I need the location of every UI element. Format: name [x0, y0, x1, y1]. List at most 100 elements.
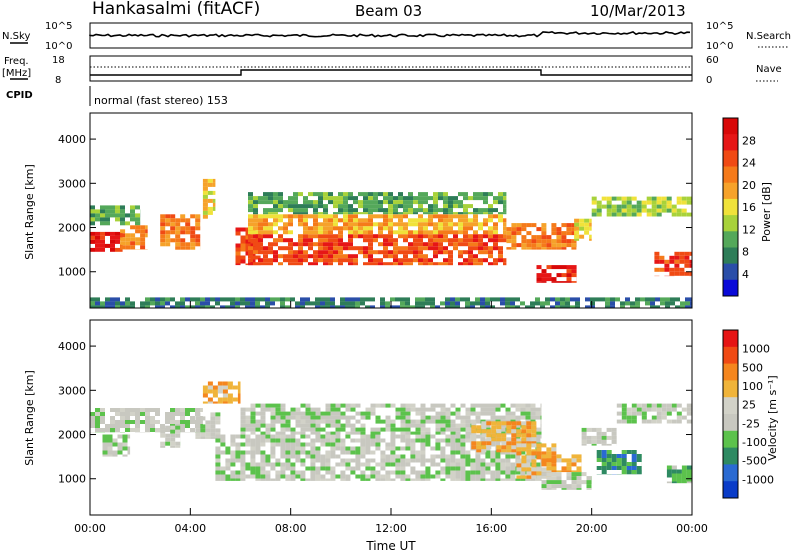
heatmap-cell	[676, 481, 682, 484]
heatmap-cell	[170, 305, 175, 308]
heatmap-cell	[212, 182, 216, 187]
power-heatmap	[90, 178, 692, 308]
heatmap-cell	[616, 208, 622, 213]
heatmap-cell	[140, 245, 146, 250]
heatmap-cell	[195, 234, 201, 239]
heatmap-cell	[636, 403, 642, 408]
heatmap-cell	[135, 221, 140, 226]
heatmap-cell	[355, 450, 361, 455]
heatmap-cell	[237, 381, 241, 386]
heatmap-cell	[353, 246, 358, 251]
heatmap-cell	[626, 212, 632, 217]
heatmap-cell	[418, 234, 423, 239]
heatmap-cell	[310, 454, 316, 459]
heatmap-cell	[651, 419, 657, 424]
heatmap-cell	[428, 212, 433, 215]
freq-unit-label: [MHz]	[2, 68, 31, 79]
heatmap-cell	[255, 427, 261, 432]
heatmap-cell	[486, 445, 492, 450]
heatmap-cell	[278, 254, 283, 259]
heatmap-cell	[260, 407, 266, 412]
heatmap-cell	[455, 462, 461, 467]
heatmap-cell	[310, 423, 316, 428]
heatmap-cell	[115, 420, 120, 424]
heatmap-cell	[363, 192, 368, 197]
heatmap-cell	[425, 431, 431, 435]
heatmap-cell	[438, 246, 443, 251]
heatmap-cell	[105, 209, 110, 214]
heatmap-cell	[515, 423, 521, 428]
heatmap-cell	[375, 431, 381, 435]
heatmap-cell	[576, 454, 582, 459]
heatmap-cell	[428, 242, 433, 247]
heatmap-cell	[536, 265, 542, 270]
heatmap-cell	[202, 389, 208, 394]
heatmap-cell	[220, 305, 225, 308]
heatmap-cell	[190, 297, 195, 302]
heatmap-cell	[651, 208, 657, 213]
heatmap-cell	[180, 301, 185, 306]
heatmap-cell	[453, 222, 458, 227]
heatmap-cell	[478, 196, 483, 201]
heatmap-cell	[212, 178, 216, 183]
heatmap-cell	[375, 474, 381, 479]
heatmap-cell	[207, 198, 213, 203]
heatmap-cell	[338, 208, 343, 213]
heatmap-cell	[278, 196, 283, 201]
heatmap-cell	[654, 259, 660, 264]
freq-panel-frame	[89, 55, 693, 82]
heatmap-cell	[95, 305, 100, 308]
heatmap-cell	[463, 192, 468, 197]
heatmap-cell	[358, 212, 363, 215]
heatmap-cell	[323, 212, 328, 215]
heatmap-cell	[428, 222, 433, 227]
heatmap-cell	[348, 196, 353, 201]
heatmap-cell	[130, 408, 135, 412]
heatmap-cell	[408, 192, 413, 197]
heatmap-cell	[510, 474, 516, 479]
heatmap-cell	[423, 196, 428, 201]
heatmap-cell	[268, 214, 273, 219]
heatmap-cell	[248, 254, 253, 259]
heatmap-cell	[418, 192, 423, 197]
heatmap-cell	[571, 281, 577, 283]
heatmap-cell	[175, 222, 181, 227]
heatmap-cell	[463, 204, 468, 209]
heatmap-cell	[318, 226, 323, 231]
heatmap-cell	[365, 462, 371, 467]
heatmap-cell	[338, 226, 343, 231]
heatmap-cell	[175, 230, 181, 235]
heatmap-cell	[245, 243, 251, 248]
heatmap-cell	[506, 227, 512, 232]
colorbar-tick-label: 25	[742, 399, 756, 412]
heatmap-cell	[473, 262, 478, 266]
heatmap-cell	[195, 432, 201, 437]
heatmap-cell	[353, 212, 358, 215]
heatmap-cell	[566, 231, 572, 236]
heatmap-cell	[270, 297, 275, 302]
heatmap-cell	[235, 227, 241, 232]
heatmap-cell	[423, 262, 428, 266]
heatmap-cell	[400, 454, 406, 459]
heatmap-cell	[268, 192, 273, 197]
heatmap-cell	[495, 462, 501, 467]
heatmap-cell	[616, 466, 622, 470]
heatmap-cell	[463, 238, 468, 243]
heatmap-cell	[240, 427, 246, 432]
heatmap-cell	[541, 472, 547, 477]
heatmap-cell	[674, 251, 680, 256]
heatmap-cell	[358, 250, 363, 255]
heatmap-cell	[373, 200, 378, 205]
heatmap-cell	[470, 466, 476, 471]
heatmap-cell	[506, 239, 512, 244]
heatmap-cell	[250, 466, 256, 471]
heatmap-cell	[455, 438, 461, 443]
heatmap-cell	[265, 458, 271, 463]
heatmap-cell	[230, 462, 236, 467]
heatmap-cell	[448, 214, 453, 219]
heatmap-cell	[478, 192, 483, 197]
heatmap-cell	[155, 412, 160, 416]
heatmap-cell	[385, 419, 391, 424]
heatmap-cell	[430, 446, 436, 451]
heatmap-cell	[515, 297, 520, 302]
